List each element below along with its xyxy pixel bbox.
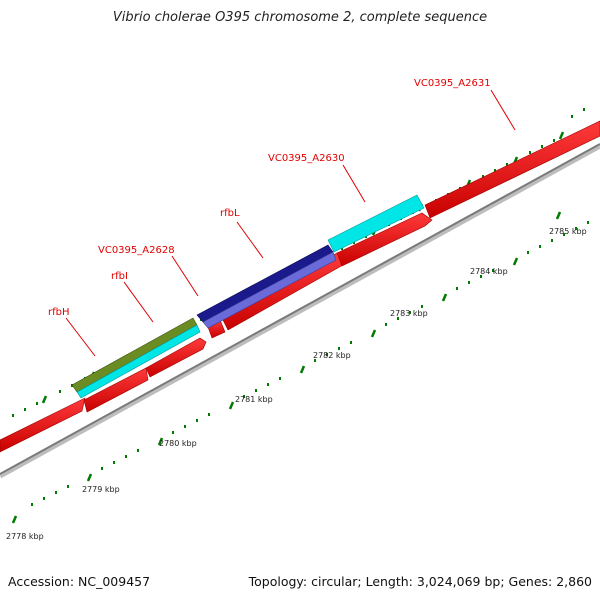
cds-feature [83, 367, 149, 413]
gene-rfbi-bar [76, 324, 201, 399]
inner-ticks-major [11, 211, 562, 524]
gene-labels: rfbH rfbI VC0395_A2628 rfbL VC0395_A2630… [48, 78, 491, 318]
gene-vc0395-a2630-bar [327, 194, 425, 253]
gene-vc0395-a2628-bar [196, 244, 334, 323]
kbp-label: 2785 kbp [549, 227, 587, 236]
kbp-label: 2783 kbp [390, 309, 428, 318]
gene-label-rfbi: rfbI [111, 271, 128, 282]
kbp-label: 2780 kbp [159, 439, 197, 448]
gene-rfbl-bar [202, 251, 337, 329]
gene-label-rfbh: rfbH [48, 307, 70, 318]
forward-cds-track [0, 120, 600, 453]
inner-tick-row [11, 211, 589, 524]
kbp-label: 2784 kbp [470, 267, 508, 276]
gene-label-rfbl: rfbL [220, 208, 240, 219]
kbp-label: 2778 kbp [6, 532, 44, 541]
cds-feature [336, 212, 433, 267]
gene-label-vc0395-a2628: VC0395_A2628 [98, 245, 175, 256]
map-title: Vibrio cholerae O395 chromosome 2, compl… [112, 10, 488, 25]
topology-text: Topology: circular; Length: 3,024,069 bp… [248, 574, 592, 589]
cds-feature [145, 337, 207, 378]
kbp-labels: 2778 kbp 2779 kbp 2780 kbp 2781 kbp 2782… [6, 227, 587, 541]
cds-feature [424, 120, 600, 219]
accession-text: Accession: NC_009457 [8, 574, 151, 589]
label-leaders [65, 89, 516, 357]
kbp-label: 2781 kbp [235, 395, 273, 404]
inner-ticks-minor [31, 221, 589, 506]
kbp-label: 2782 kbp [313, 351, 351, 360]
cds-feature [0, 397, 86, 453]
sequence-backbone [0, 143, 600, 479]
gene-track [71, 194, 425, 399]
gene-label-vc0395-a2631: VC0395_A2631 [414, 78, 491, 89]
gene-label-vc0395-a2630: VC0395_A2630 [268, 153, 345, 164]
kbp-label: 2779 kbp [82, 485, 120, 494]
